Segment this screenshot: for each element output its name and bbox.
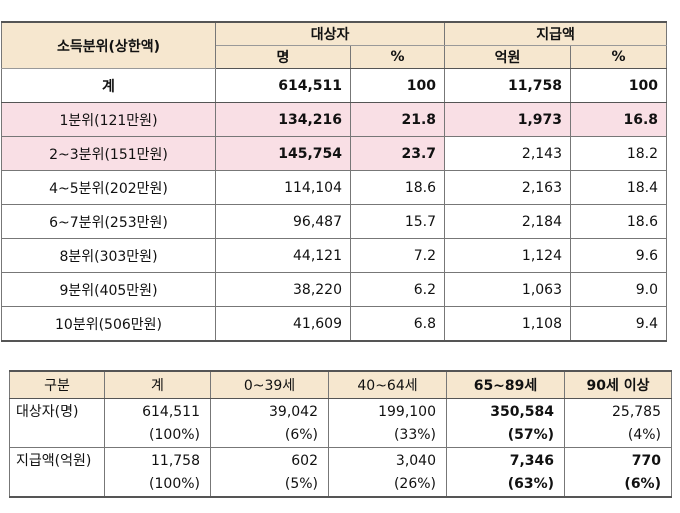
age-group-table: 구분 계 0~39세 40~64세 65~89세 90세 이상 대상자(명) 6… [9,370,672,498]
table-header-row: 소득분위(상한액) 대상자 지급액 [1,21,668,69]
row-label: 10분위(506만원) [1,306,216,342]
row-count: 96,487 [215,204,351,239]
cell-age-0-39: 602 (5%) [210,447,329,498]
row-amount-pct: 9.0 [570,272,668,307]
header-target-pct: % [349,45,446,69]
cell-age-65-89: 350,584 (57%) [446,398,565,448]
row-count-pct: 21.8 [349,102,446,137]
cell-age-40-64: 3,040 (26%) [328,447,447,498]
row-amount-pct: 18.6 [570,204,668,239]
row-count: 41,609 [215,306,351,342]
row-label: 9분위(405만원) [1,272,216,307]
row-label: 6~7분위(253만원) [1,204,216,239]
table-row-total: 계 614,511 100 11,758 100 [1,68,668,103]
table-row: 10분위(506만원) 41,609 6.8 1,108 9.4 [1,306,668,342]
row-amount: 2,184 [444,204,572,239]
row-amount: 1,973 [444,102,572,137]
table-row: 8분위(303만원) 44,121 7.2 1,124 9.6 [1,238,668,273]
row-amount: 1,108 [444,306,572,342]
header-category: 구분 [9,370,105,399]
row-count-pct: 7.2 [349,238,446,273]
cell-age-0-39: 39,042 (6%) [210,398,329,448]
cell-age-65-89: 7,346 (63%) [446,447,565,498]
row-label: 8분위(303만원) [1,238,216,273]
table-row: 9분위(405만원) 38,220 6.2 1,063 9.0 [1,272,668,307]
row-count-pct: 6.8 [349,306,446,342]
row-count: 38,220 [215,272,351,307]
header-income-decile: 소득분위(상한액) [1,21,216,69]
table-subheader-row: 명 % 억원 % [2,45,668,69]
header-amount-pct: % [570,45,668,69]
row-amount: 11,758 [444,68,572,103]
row-count: 114,104 [215,170,351,205]
row-count: 145,754 [215,136,351,171]
cell-age-90-plus: 770 (6%) [564,447,672,498]
table-row: 6~7분위(253만원) 96,487 15.7 2,184 18.6 [1,204,668,239]
row-count: 614,511 [215,68,351,103]
cell-total: 11,758 (100%) [104,447,211,498]
row-label: 2~3분위(151만원) [1,136,216,171]
row-count-pct: 100 [349,68,446,103]
row-label: 계 [1,68,216,103]
header-age-40-64: 40~64세 [328,370,447,399]
table-row: 2~3분위(151만원) 145,754 23.7 2,143 18.2 [1,136,668,171]
row-count-pct: 23.7 [349,136,446,171]
row-label: 1분위(121만원) [1,102,216,137]
row-count-pct: 15.7 [349,204,446,239]
income-decile-table: 소득분위(상한액) 대상자 지급액 명 % 억원 % 계 614,511 100… [1,21,668,342]
row-count: 44,121 [215,238,351,273]
table-row-target: 대상자(명) 614,511 (100%) 39,042 (6%) 199,100(… [9,398,672,448]
row-count-pct: 6.2 [349,272,446,307]
row-amount-pct: 18.4 [570,170,668,205]
row-amount-pct: 100 [570,68,668,103]
header-age-90-plus: 90세 이상 [564,370,672,399]
cell-total: 614,511 (100%) [104,398,211,448]
header-total: 계 [104,370,211,399]
row-amount: 2,143 [444,136,572,171]
row-label: 4~5분위(202만원) [1,170,216,205]
cell-age-40-64: 199,100 (33%) [328,398,447,448]
header-amount-unit: 억원 [444,45,572,69]
row-amount-pct: 16.8 [570,102,668,137]
header-target-unit: 명 [215,45,351,69]
table-header-row: 구분 계 0~39세 40~64세 65~89세 90세 이상 [9,370,672,399]
row-amount-pct: 9.4 [570,306,668,342]
row-amount: 2,163 [444,170,572,205]
header-target-group: 대상자 [214,21,446,46]
table-row: 1분위(121만원) 134,216 21.8 1,973 16.8 [1,102,668,137]
row-amount-pct: 9.6 [570,238,668,273]
row-label: 지급액(억원) [9,447,105,498]
row-amount: 1,124 [444,238,572,273]
row-count-pct: 18.6 [349,170,446,205]
row-amount-pct: 18.2 [570,136,668,171]
header-age-65-89: 65~89세 [446,370,565,399]
header-age-0-39: 0~39세 [210,370,329,399]
table-row: 4~5분위(202만원) 114,104 18.6 2,163 18.4 [1,170,668,205]
row-count: 134,216 [215,102,351,137]
row-amount: 1,063 [444,272,572,307]
table-row-amount: 지급액(억원) 11,758 (100%) 602 (5%) 3,040 (26%) … [9,447,672,498]
row-label: 대상자(명) [9,398,105,448]
cell-age-90-plus: 25,785 (4%) [564,398,672,448]
header-amount-group: 지급액 [444,21,668,46]
